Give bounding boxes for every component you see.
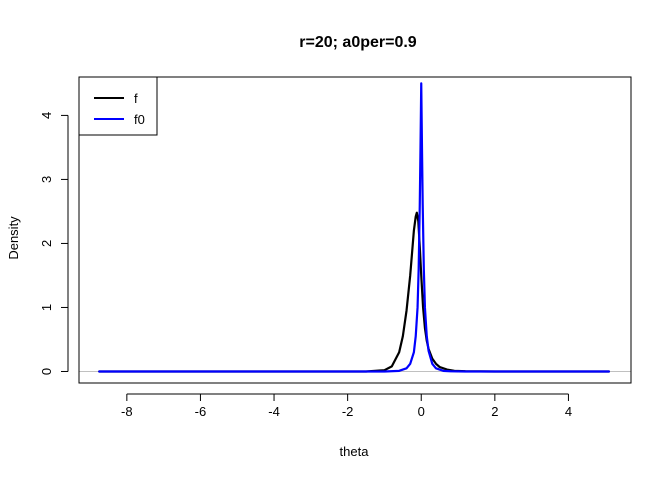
x-tick-label: 4 xyxy=(565,404,572,419)
y-axis: 0 1 2 3 4 xyxy=(39,112,69,375)
y-tick-label: 4 xyxy=(39,112,54,119)
y-tick-label: 3 xyxy=(39,176,54,183)
legend-box xyxy=(78,76,158,136)
x-tick-label: -2 xyxy=(342,404,354,419)
x-tick-label: -6 xyxy=(195,404,207,419)
plot-area xyxy=(78,76,632,384)
y-tick-label: 2 xyxy=(39,240,54,247)
series-line-f0 xyxy=(98,82,611,373)
x-axis: -8 -6 -4 -2 0 2 4 xyxy=(121,393,572,419)
y-tick-label: 0 xyxy=(39,368,54,375)
x-tick-label: 2 xyxy=(491,404,498,419)
plot-frame xyxy=(78,76,632,384)
chart-title: r=20; a0per=0.9 xyxy=(299,34,417,51)
legend-label-f0: f0 xyxy=(134,112,145,127)
x-tick-label: -4 xyxy=(268,404,280,419)
legend-label-f: f xyxy=(134,91,138,106)
x-tick-label: -8 xyxy=(121,404,133,419)
x-axis-label: theta xyxy=(340,444,370,459)
legend: f f0 xyxy=(78,76,158,136)
y-tick-label: 1 xyxy=(39,304,54,311)
y-axis-label: Density xyxy=(6,216,21,260)
x-tick-label: 0 xyxy=(418,404,425,419)
series-layer xyxy=(98,82,611,373)
series-line-f xyxy=(98,211,611,373)
